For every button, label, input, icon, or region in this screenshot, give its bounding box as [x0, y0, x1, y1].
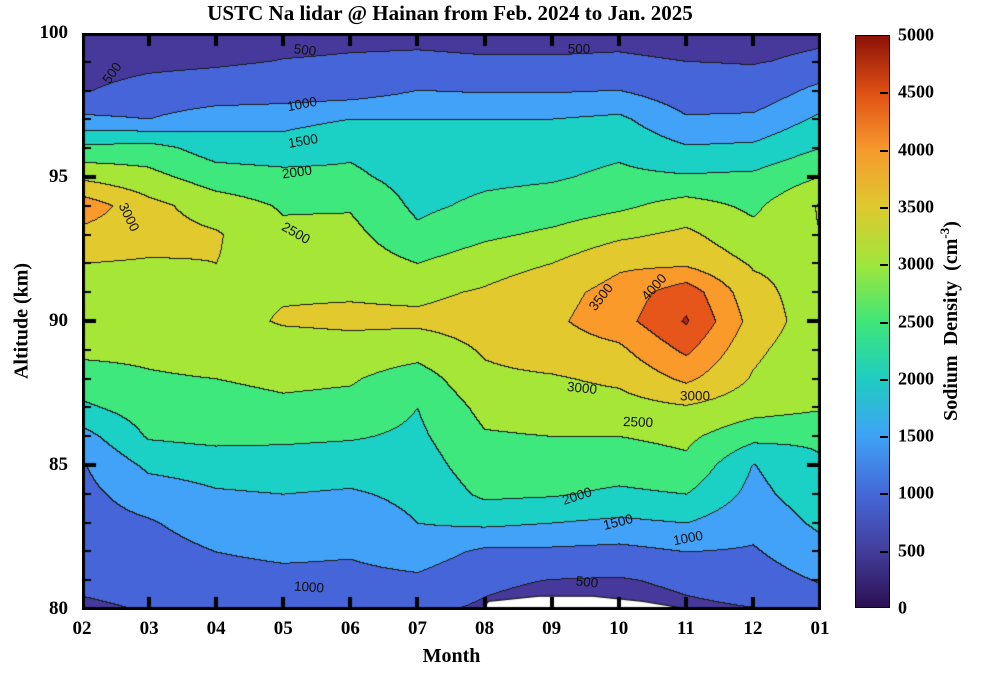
colorbar-tick-label: 5000 [898, 24, 934, 45]
x-tick-label: 11 [676, 618, 695, 639]
colorbar-tick-label: 0 [898, 597, 907, 618]
colorbar-tick [880, 206, 888, 209]
colorbar-tick [880, 378, 888, 381]
colorbar-tick [880, 149, 888, 152]
colorbar-tick-label: 4500 [898, 81, 934, 102]
x-tick-label: 01 [810, 618, 830, 639]
colorbar-tick [880, 493, 888, 496]
contour-plot-canvas [82, 33, 821, 610]
colorbar-tick [880, 436, 888, 439]
colorbar-axis-label-text: Sodium Density [939, 280, 962, 421]
colorbar-axis-label: Sodium Density (cm-3) [937, 221, 963, 421]
x-tick-label: 06 [340, 618, 360, 639]
colorbar-tick-label: 3500 [898, 196, 934, 217]
y-tick-label: 85 [49, 454, 68, 475]
x-tick-label: 05 [273, 618, 293, 639]
y-tick-label: 95 [49, 166, 68, 187]
x-tick-label: 04 [206, 618, 226, 639]
chart-title: USTC Na lidar @ Hainan from Feb. 2024 to… [207, 1, 693, 25]
colorbar-tick-label: 1000 [898, 482, 934, 503]
colorbar-tick-label: 3000 [898, 253, 934, 274]
colorbar-tick-label: 4000 [898, 139, 934, 160]
colorbar-tick-label: 1500 [898, 425, 934, 446]
x-tick-label: 10 [609, 618, 629, 639]
colorbar [855, 35, 890, 608]
y-tick-label: 80 [49, 598, 68, 619]
x-tick-label: 08 [475, 618, 495, 639]
x-tick-label: 07 [407, 618, 427, 639]
x-axis-label: Month [422, 645, 481, 667]
y-tick-label: 90 [49, 310, 68, 331]
x-tick-label: 12 [743, 618, 763, 639]
colorbar-tick [880, 264, 888, 267]
colorbar-tick [880, 92, 888, 95]
colorbar-tick-label: 2500 [898, 311, 934, 331]
colorbar-tick-label: 500 [898, 540, 925, 561]
colorbar-unit-prefix: (cm [939, 238, 962, 271]
colorbar-tick-label: 2000 [898, 368, 934, 389]
colorbar-tick [880, 550, 888, 553]
colorbar-unit-suffix: ) [939, 221, 962, 228]
y-tick-label: 100 [39, 22, 69, 43]
x-tick-label: 03 [139, 618, 159, 639]
colorbar-tick [880, 321, 888, 324]
x-tick-label: 09 [542, 618, 562, 639]
colorbar-unit-exponent: -3 [937, 227, 953, 239]
x-tick-label: 02 [72, 618, 92, 639]
